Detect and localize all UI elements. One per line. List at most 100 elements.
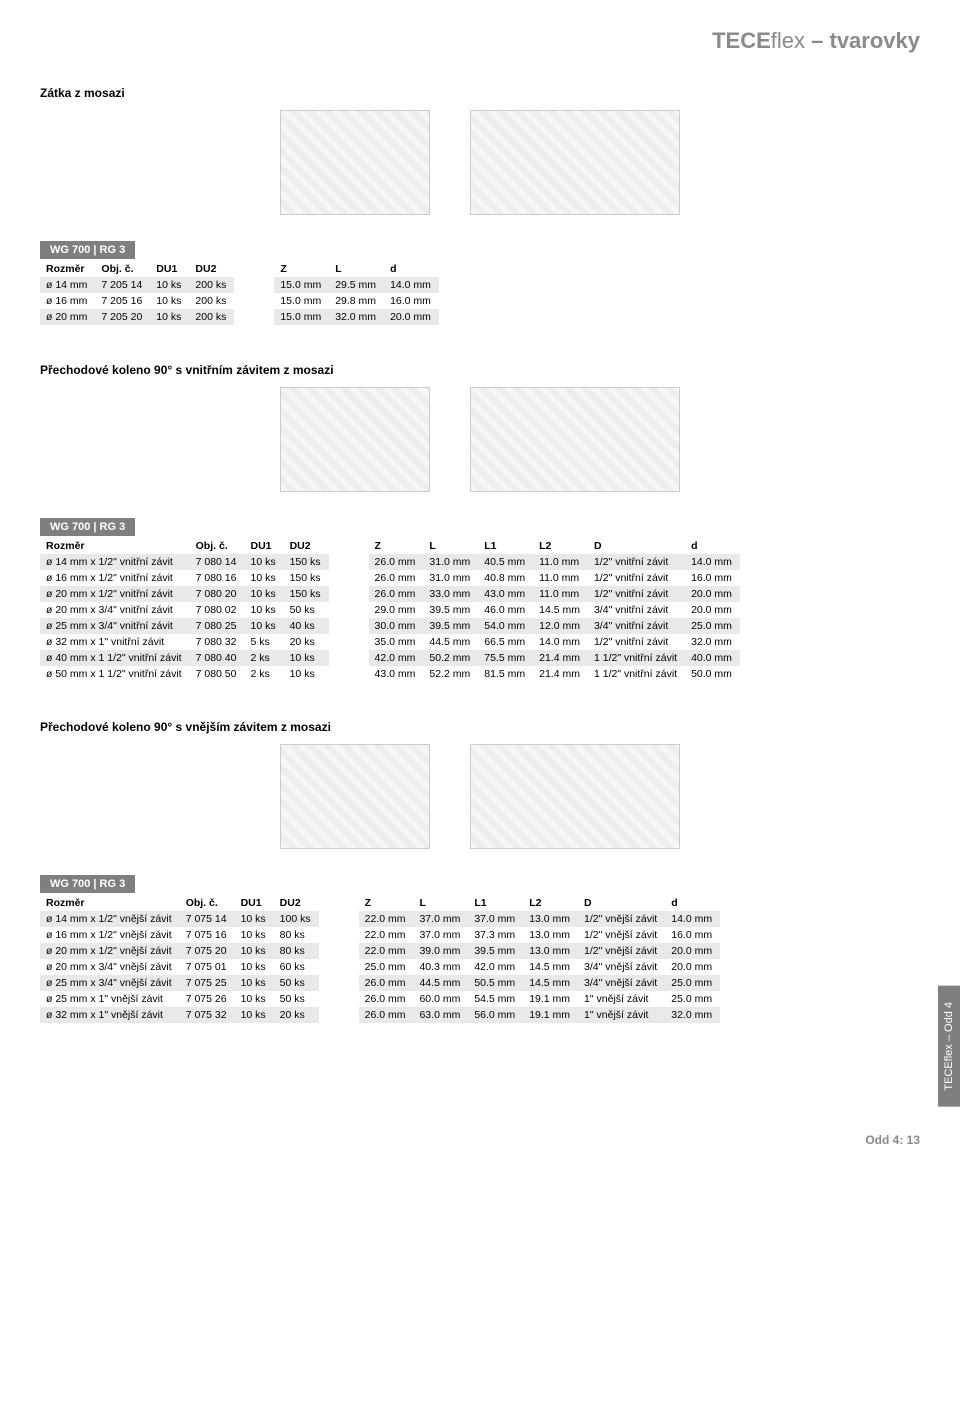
cell: 21.4 mm [533,666,588,682]
product-image [280,387,430,492]
cell: 7 205 20 [95,309,150,325]
table-row: ø 20 mm x 1/2" vnější závit7 075 2010 ks… [40,943,319,959]
section3-left-table: RozměrObj. č.DU1DU2 ø 14 mm x 1/2" vnějš… [40,895,319,1023]
cell: ø 25 mm x 3/4" vnitřní závit [40,618,190,634]
cell: 20.0 mm [685,586,740,602]
cell: 3/4" vnější závit [578,975,665,991]
cell: 1" vnější závit [578,1007,665,1023]
section1-left-table: RozměrObj. č.DU1DU2 ø 14 mm7 205 1410 ks… [40,261,234,325]
col-header: DU2 [284,538,329,554]
cell: 1/2" vnější závit [578,927,665,943]
cell: 22.0 mm [359,927,414,943]
cell: ø 14 mm [40,277,95,293]
col-header: Obj. č. [180,895,235,911]
cell: 50 ks [284,602,329,618]
cell: 32.0 mm [665,1007,720,1023]
cell: 39.0 mm [413,943,468,959]
cell: 7 080 40 [190,650,245,666]
diagram-image [470,744,680,849]
cell: ø 16 mm [40,293,95,309]
cell: 40.0 mm [685,650,740,666]
cell: ø 25 mm x 1" vnější závit [40,991,180,1007]
cell: 7 075 32 [180,1007,235,1023]
cell: 10 ks [235,911,274,927]
section2-left-table: RozměrObj. č.DU1DU2 ø 14 mm x 1/2" vnitř… [40,538,329,682]
col-header: Rozměr [40,261,95,277]
diagram-image [470,110,680,215]
cell: 7 075 20 [180,943,235,959]
cell: 1/2" vnitřní závit [588,554,685,570]
cell: 7 075 16 [180,927,235,943]
cell: 42.0 mm [468,959,523,975]
cell: 54.5 mm [468,991,523,1007]
table-row: ø 20 mm7 205 2010 ks200 ks [40,309,234,325]
cell: 10 ks [244,570,283,586]
cell: 21.4 mm [533,650,588,666]
cell: 80 ks [274,943,319,959]
section1-right-table: ZLd 15.0 mm29.5 mm14.0 mm15.0 mm29.8 mm1… [274,261,439,325]
cell: 14.0 mm [665,911,720,927]
cell: ø 20 mm x 1/2" vnitřní závit [40,586,190,602]
cell: 63.0 mm [413,1007,468,1023]
cell: 50.5 mm [468,975,523,991]
cell: 56.0 mm [468,1007,523,1023]
table-row: 43.0 mm52.2 mm81.5 mm21.4 mm1 1/2" vnitř… [369,666,740,682]
cell: 1/2" vnitřní závit [588,570,685,586]
cell: 1/2" vnější závit [578,911,665,927]
brand-bold: TECE [712,28,771,53]
cell: 15.0 mm [274,277,329,293]
cell: 80 ks [274,927,319,943]
cell: 11.0 mm [533,586,588,602]
table-row: 30.0 mm39.5 mm54.0 mm12.0 mm3/4" vnitřní… [369,618,740,634]
side-tab: TECEflex – Odd 4 [938,986,960,1107]
cell: 26.0 mm [359,991,414,1007]
section1-tables: RozměrObj. č.DU1DU2 ø 14 mm7 205 1410 ks… [40,261,920,325]
cell: 44.5 mm [423,634,478,650]
page-footer: Odd 4: 13 [40,1133,920,1147]
cell: 2 ks [244,650,283,666]
cell: 1" vnější závit [578,991,665,1007]
cell: 100 ks [274,911,319,927]
cell: 10 ks [235,927,274,943]
cell: ø 32 mm x 1" vnitřní závit [40,634,190,650]
cell: 3/4" vnitřní závit [588,602,685,618]
cell: 1/2" vnitřní závit [588,634,685,650]
table-row: ø 25 mm x 3/4" vnější závit7 075 2510 ks… [40,975,319,991]
table-header-row: RozměrObj. č.DU1DU2 [40,895,319,911]
section2-tables: RozměrObj. č.DU1DU2 ø 14 mm x 1/2" vnitř… [40,538,920,682]
table-row: 22.0 mm37.0 mm37.3 mm13.0 mm1/2" vnější … [359,927,720,943]
cell: 10 ks [244,554,283,570]
cell: 12.0 mm [533,618,588,634]
cell: 50 ks [274,991,319,1007]
section3-tables: RozměrObj. č.DU1DU2 ø 14 mm x 1/2" vnějš… [40,895,920,1023]
cell: ø 32 mm x 1" vnější závit [40,1007,180,1023]
cell: 26.0 mm [369,586,424,602]
table-row: ø 25 mm x 1" vnější závit7 075 2610 ks50… [40,991,319,1007]
cell: 31.0 mm [423,570,478,586]
col-header: Z [359,895,414,911]
col-header: d [685,538,740,554]
col-header: DU2 [189,261,234,277]
cell: ø 20 mm x 1/2" vnější závit [40,943,180,959]
table-row: 15.0 mm29.8 mm16.0 mm [274,293,439,309]
cell: ø 16 mm x 1/2" vnitřní závit [40,570,190,586]
cell: 16.0 mm [685,570,740,586]
cell: 14.0 mm [384,277,439,293]
cell: 7 080 14 [190,554,245,570]
cell: 22.0 mm [359,911,414,927]
cell: 22.0 mm [359,943,414,959]
cell: 7 080 32 [190,634,245,650]
product-image [280,110,430,215]
cell: 10 ks [235,959,274,975]
cell: 1/2" vnitřní závit [588,586,685,602]
cell: 13.0 mm [523,927,578,943]
cell: 150 ks [284,570,329,586]
cell: 29.8 mm [329,293,384,309]
table-row: ø 16 mm7 205 1610 ks200 ks [40,293,234,309]
wg-tag: WG 700 | RG 3 [40,241,135,259]
cell: 7 075 25 [180,975,235,991]
cell: 20 ks [284,634,329,650]
cell: 52.2 mm [423,666,478,682]
cell: 7 080 25 [190,618,245,634]
cell: 200 ks [189,309,234,325]
